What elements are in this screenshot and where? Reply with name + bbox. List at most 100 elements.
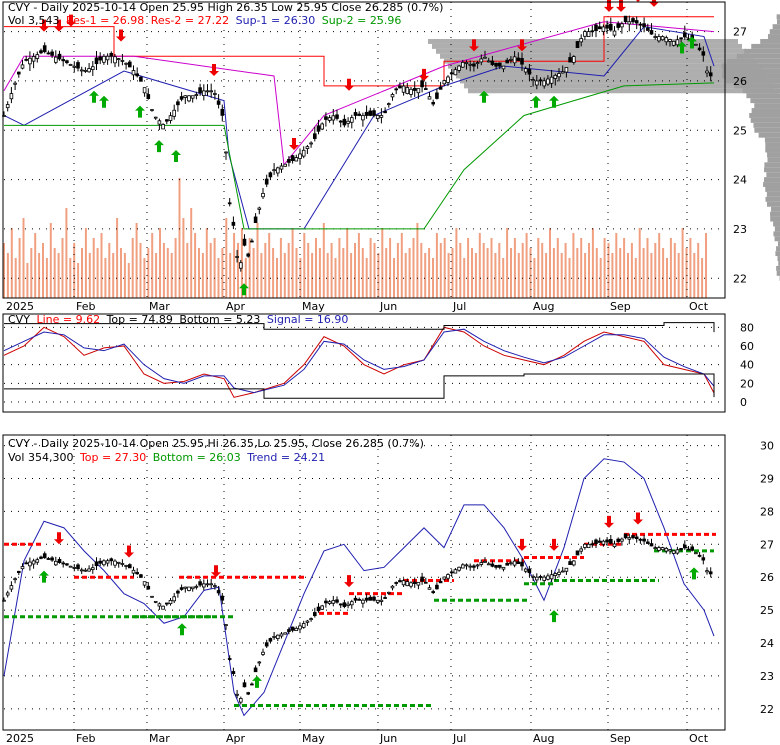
price-candle <box>309 141 313 148</box>
price-candle <box>301 146 306 159</box>
trend-candle-body <box>198 581 202 586</box>
volume-bar <box>537 238 540 298</box>
price-candle-body <box>420 80 424 88</box>
price-candle <box>201 84 206 101</box>
profile-bar <box>760 39 780 44</box>
price-candle-body <box>457 65 461 71</box>
trend-candle-body <box>157 603 162 607</box>
price-candle <box>375 115 380 122</box>
trend-candle <box>390 585 395 591</box>
trend-candle <box>405 578 410 587</box>
trend-candle <box>94 557 99 570</box>
trend-candle-body <box>638 538 643 541</box>
volume-bar <box>135 223 138 298</box>
trend-candle-body <box>109 558 114 562</box>
price-candle <box>264 174 269 188</box>
price-candle <box>594 22 598 38</box>
price-month-Mar: Mar <box>149 300 170 313</box>
price-candle <box>427 92 432 100</box>
price-candle <box>390 92 395 101</box>
oscillator-panel: 0 20 40 60 80 CVY Line = 9.62 Top = 74.89 Bo… <box>2 313 754 413</box>
trend-month-2025: 2025 <box>6 732 34 745</box>
trend-candle <box>187 586 191 592</box>
trend-candle-body <box>512 560 517 566</box>
trend-candle <box>61 560 65 568</box>
trend-candle <box>305 619 310 626</box>
trend-candle-body <box>520 561 524 567</box>
trend-candle <box>398 578 402 583</box>
price-candle <box>572 55 576 65</box>
trend-candle <box>231 667 236 677</box>
price-sell-arrow <box>604 0 614 12</box>
trend-candle-body <box>179 587 184 590</box>
trend-candle <box>290 626 295 633</box>
price-candle-body <box>579 38 583 43</box>
profile-bar <box>767 34 780 39</box>
trend-candle-body <box>364 597 369 601</box>
price-candle <box>549 69 554 88</box>
price-candle-body <box>105 55 110 61</box>
price-candle <box>531 76 535 87</box>
volume-bar <box>272 248 275 298</box>
price-candle <box>686 34 691 41</box>
volume-bar <box>283 253 286 298</box>
trend-candle <box>483 557 487 563</box>
trend-candle-body <box>542 576 546 581</box>
trend-candle <box>168 598 173 606</box>
trend-candle <box>479 559 484 567</box>
price-candle-body <box>205 90 210 93</box>
volume-bar <box>510 248 512 298</box>
profile-bar <box>751 43 780 49</box>
price-candle <box>564 67 569 78</box>
price-sell-arrow <box>289 138 299 150</box>
volume-bar <box>279 238 282 298</box>
price-candle <box>253 213 258 224</box>
trend-candle-body <box>479 562 484 565</box>
sup1-label: Sup-1 = 26.30 <box>236 14 316 27</box>
price-month-May: May <box>302 300 325 313</box>
price-candle-body <box>261 193 265 198</box>
price-candle <box>483 50 487 59</box>
trend-candle-body <box>28 561 32 567</box>
price-candle-body <box>168 115 173 121</box>
trend-candle-body <box>79 569 84 572</box>
trend-candle <box>342 599 347 609</box>
price-candle-body <box>642 23 646 28</box>
trend-candle <box>494 564 498 570</box>
price-candle <box>316 119 321 135</box>
price-candle-body <box>246 253 251 257</box>
price-candle <box>20 59 25 70</box>
trend-panel-frame <box>2 434 726 731</box>
trend-buy-arrow <box>549 610 559 623</box>
price-candle <box>660 35 665 41</box>
trend-candle-body <box>349 601 354 606</box>
trend-candle <box>83 567 88 572</box>
trend-candle-body <box>235 693 239 696</box>
trend-candle <box>516 558 521 564</box>
price-candle-body <box>335 114 339 119</box>
price-candle <box>460 59 465 68</box>
trend-candle <box>601 539 606 547</box>
profile-bar <box>775 251 780 257</box>
profile-bar-wide <box>428 39 738 44</box>
volume-bar <box>92 238 95 298</box>
price-candle-body <box>161 124 165 130</box>
trend-candle-body <box>527 568 532 574</box>
profile-bar <box>751 108 780 113</box>
trend-candle <box>142 581 147 588</box>
price-header-line2: Vol 3,543 Res-1 = 26.98 Res-2 = 27.22 Su… <box>8 14 401 27</box>
price-candle-body <box>638 23 643 26</box>
trend-line <box>3 458 715 717</box>
price-candle <box>124 62 128 70</box>
trend-candle <box>642 534 646 545</box>
profile-bar-wide <box>448 63 758 69</box>
trend-candle-body <box>205 583 210 586</box>
price-candle-body <box>527 68 532 75</box>
trend-candle-body <box>309 618 313 621</box>
price-candle-body <box>301 149 306 157</box>
price-candle <box>83 67 88 73</box>
trend-candle-body <box>594 539 598 545</box>
price-candle <box>320 122 324 131</box>
price-sell-arrow <box>636 0 640 2</box>
price-candle <box>642 17 646 33</box>
